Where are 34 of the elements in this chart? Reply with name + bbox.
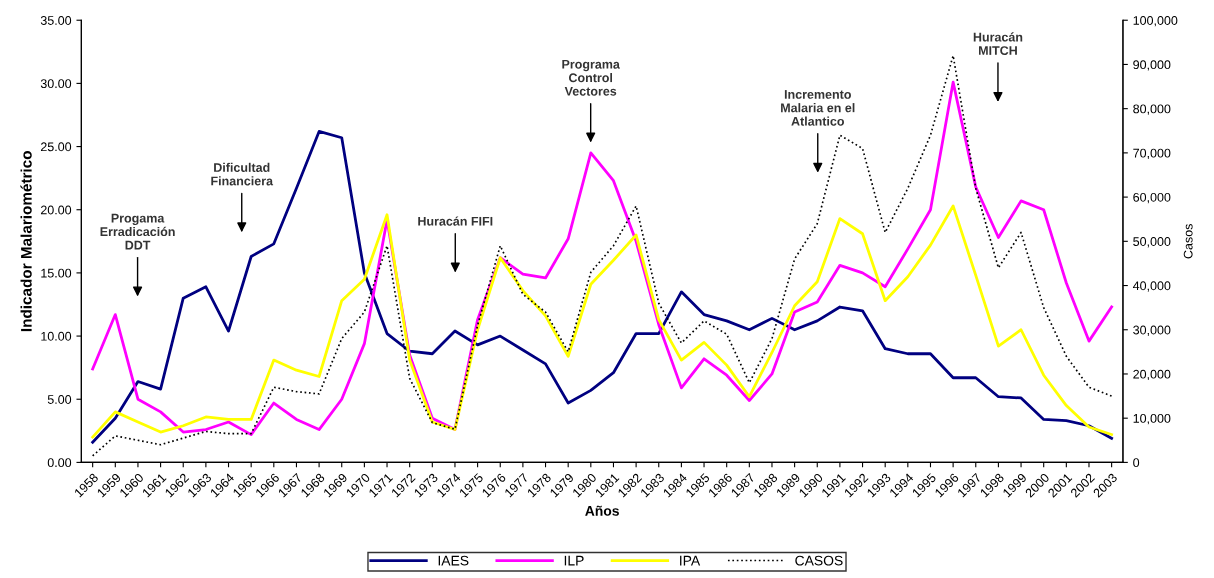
y2-tick-label: 100,000 (1133, 16, 1178, 27)
line-series (91, 130, 1114, 444)
legend-label: IPA (680, 555, 701, 566)
annotation: Dificultad Financiera (211, 162, 274, 186)
y-tick-label: 5.00 (47, 395, 72, 404)
y-tick-label: 25.00 (40, 142, 72, 152)
y2-tick-label: 90,000 (1133, 60, 1171, 71)
annotation: Progama Erradicación DDT (100, 213, 175, 250)
y2-tick-label: 10,000 (1133, 413, 1171, 425)
y-tick-label: 30.00 (40, 79, 72, 89)
y-tick-label: 20.00 (40, 205, 72, 215)
legend-label: IAES (438, 555, 469, 566)
y-axis-title: Indicador Malariométrico (20, 151, 32, 332)
legend-label: ILP (564, 555, 584, 566)
y-tick-label: 35.00 (40, 16, 72, 25)
annotation: Programa Control Vectores (562, 59, 620, 96)
y-tick-label: 15.00 (41, 268, 72, 278)
annotation: Huracán MITCH (973, 32, 1023, 55)
line-series (91, 204, 1114, 439)
y-tick-label: 0.00 (47, 458, 72, 468)
annotation: Incremento Malaria en el Atlantico (781, 90, 855, 126)
y2-tick-label: 60,000 (1133, 192, 1171, 204)
x-axis-title: Años (585, 505, 619, 516)
legend-label: CASOS (795, 555, 843, 566)
y2-tick-label: 30,000 (1133, 325, 1171, 336)
annotation: Huracán FIFI (418, 216, 493, 226)
y-tick-label: 10.00 (41, 331, 72, 341)
y2-tick-label: 70,000 (1133, 148, 1171, 160)
y2-tick-label: 80,000 (1133, 104, 1171, 115)
y2-tick-label: 0 (1133, 458, 1140, 468)
y2-tick-label: 50,000 (1133, 237, 1171, 248)
y2-tick-label: 20,000 (1133, 369, 1171, 381)
y2-tick-label: 40,000 (1132, 281, 1171, 292)
y2-axis-title: Casos (1183, 224, 1193, 259)
